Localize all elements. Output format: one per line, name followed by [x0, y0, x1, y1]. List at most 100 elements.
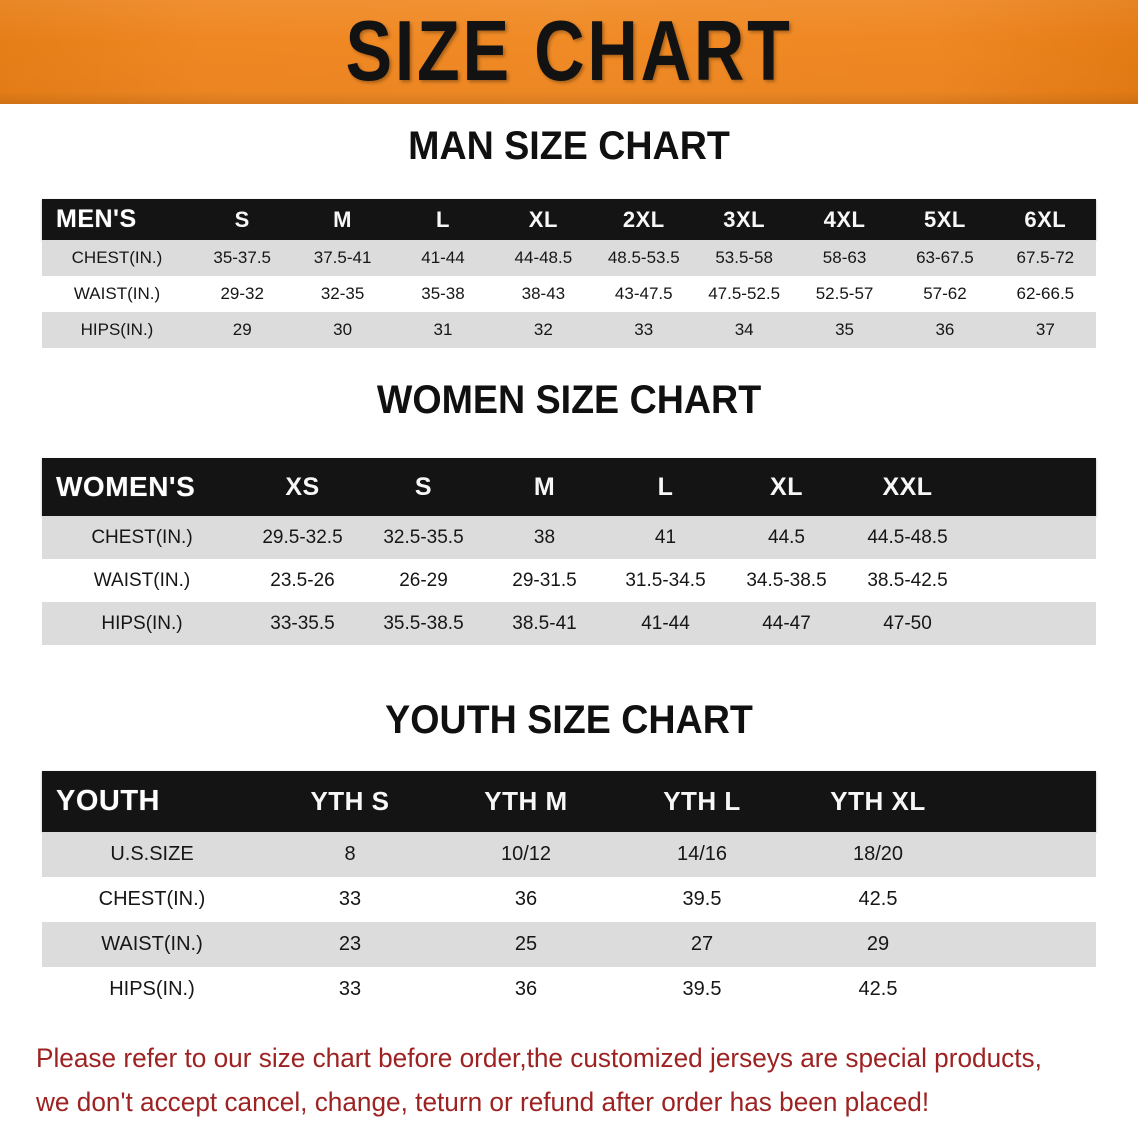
table-row: CHEST(IN.) 33 36 39.5 42.5: [42, 877, 1096, 922]
cell-chest-l: 41: [654, 526, 677, 548]
table-row: WAIST(IN.) 23 25 27 29: [42, 922, 1096, 967]
cell-chest-2xl: 48.5-53.5: [607, 248, 680, 267]
cell-chest-xl: 44-48.5: [514, 248, 573, 267]
cell-chest-xs: 29.5-32.5: [262, 526, 343, 548]
cell-chest-yth-m: 36: [514, 888, 538, 910]
cell-waist-6xl: 62-66.5: [1016, 284, 1075, 303]
cell-hips-2xl: 33: [634, 320, 654, 339]
page-title: SIZE CHART: [345, 3, 793, 100]
cell-chest-xl: 44.5: [768, 526, 805, 548]
cell-us-size-yth-l: 14/16: [676, 843, 728, 865]
women-size-table: WOMEN'S XS S M L XL XXL CHEST(IN.) 29.5-…: [42, 458, 1096, 645]
table-corner-label: WOMEN'S: [56, 471, 196, 502]
row-label-us-size: U.S.SIZE: [110, 843, 194, 865]
cell-waist-3xl: 47.5-52.5: [708, 284, 781, 303]
row-label-hips: HIPS(IN.): [109, 978, 195, 1000]
cell-chest-5xl: 63-67.5: [916, 248, 974, 267]
cell-waist-4xl: 52.5-57: [815, 284, 874, 303]
page-banner: SIZE CHART: [0, 0, 1138, 104]
cell-hips-m: 38.5-41: [512, 612, 577, 634]
section-heading-women: WOMEN SIZE CHART: [376, 378, 762, 422]
table-header-row: MEN'S S M L XL 2XL 3XL 4XL 5XL 6XL: [42, 199, 1096, 240]
section-heading-youth: YOUTH SIZE CHART: [385, 698, 753, 742]
cell-hips-5xl: 36: [935, 320, 955, 339]
table-header-row: YOUTH YTH S YTH M YTH L YTH XL: [42, 771, 1096, 832]
cell-waist-m: 32-35: [320, 284, 365, 303]
row-label-hips: HIPS(IN.): [80, 320, 154, 339]
row-label-waist: WAIST(IN.): [73, 284, 161, 303]
cell-hips-l: 31: [433, 320, 453, 339]
men-size-table: MEN'S S M L XL 2XL 3XL 4XL 5XL 6XL CHEST…: [42, 199, 1096, 348]
cell-waist-yth-m: 25: [514, 933, 538, 955]
cell-waist-s: 26-29: [399, 569, 448, 591]
column-header-3xl: 3XL: [723, 206, 766, 232]
cell-us-size-yth-m: 10/12: [500, 843, 552, 865]
cell-chest-4xl: 58-63: [822, 248, 867, 267]
disclaimer-line-2: we don't accept cancel, change, teturn o…: [36, 1087, 930, 1117]
cell-hips-yth-m: 36: [514, 978, 538, 1000]
cell-waist-xxl: 38.5-42.5: [867, 569, 948, 591]
cell-us-size-yth-xl: 18/20: [852, 843, 904, 865]
row-label-chest: CHEST(IN.): [91, 526, 193, 548]
column-header-5xl: 5XL: [924, 206, 966, 232]
table-row: CHEST(IN.) 35-37.5 37.5-41 41-44 44-48.5…: [42, 240, 1096, 276]
column-header-4xl: 4XL: [823, 206, 866, 232]
cell-waist-2xl: 43-47.5: [614, 284, 673, 303]
cell-hips-yth-xl: 42.5: [858, 978, 898, 1000]
cell-waist-l: 31.5-34.5: [625, 569, 706, 591]
cell-hips-yth-l: 39.5: [682, 978, 722, 1000]
cell-waist-m: 29-31.5: [512, 569, 577, 591]
cell-chest-yth-l: 39.5: [682, 888, 722, 910]
table-row: WAIST(IN.) 23.5-26 26-29 29-31.5 31.5-34…: [42, 559, 1096, 602]
column-header-xs: XS: [285, 472, 320, 501]
cell-waist-yth-xl: 29: [866, 933, 890, 955]
column-header-yth-m: YTH M: [484, 786, 568, 816]
table-row: U.S.SIZE 8 10/12 14/16 18/20: [42, 832, 1096, 877]
cell-waist-xl: 34.5-38.5: [746, 569, 827, 591]
table-header-row: WOMEN'S XS S M L XL XXL: [42, 458, 1096, 516]
disclaimer-line-1: Please refer to our size chart before or…: [36, 1043, 1042, 1073]
cell-chest-m: 38: [533, 526, 556, 548]
cell-hips-xxl: 47-50: [883, 612, 932, 634]
column-header-yth-l: YTH L: [663, 786, 741, 816]
cell-waist-yth-l: 27: [690, 933, 714, 955]
cell-chest-yth-xl: 42.5: [858, 888, 898, 910]
cell-waist-s: 29-32: [220, 284, 264, 303]
table-row: WAIST(IN.) 29-32 32-35 35-38 38-43 43-47…: [42, 276, 1096, 312]
cell-chest-l: 41-44: [421, 248, 465, 267]
cell-chest-6xl: 67.5-72: [1016, 248, 1075, 267]
column-header-m: M: [533, 472, 556, 501]
cell-hips-xs: 33-35.5: [270, 612, 335, 634]
cell-hips-s: 29: [232, 320, 252, 339]
column-header-l: L: [657, 472, 674, 501]
row-label-chest: CHEST(IN.): [98, 888, 206, 910]
cell-waist-l: 35-38: [421, 284, 465, 303]
column-header-xxl: XXL: [882, 472, 933, 501]
cell-hips-xl: 32: [533, 320, 553, 339]
cell-chest-yth-s: 33: [338, 888, 362, 910]
cell-waist-xs: 23.5-26: [270, 569, 335, 591]
cell-hips-4xl: 35: [835, 320, 854, 339]
cell-hips-3xl: 34: [734, 320, 754, 339]
table-row: CHEST(IN.) 29.5-32.5 32.5-35.5 38 41 44.…: [42, 516, 1096, 559]
cell-hips-xl: 44-47: [762, 612, 811, 634]
cell-waist-xl: 38-43: [521, 284, 566, 303]
column-header-xl: XL: [770, 472, 803, 501]
cell-chest-s: 32.5-35.5: [383, 526, 464, 548]
cell-hips-s: 35.5-38.5: [383, 612, 464, 634]
youth-size-table: YOUTH YTH S YTH M YTH L YTH XL U.S.SIZE …: [42, 771, 1096, 1012]
column-header-6xl: 6XL: [1024, 206, 1067, 232]
column-header-l: L: [436, 206, 450, 232]
cell-hips-6xl: 37: [1035, 320, 1055, 339]
cell-chest-3xl: 53.5-58: [715, 248, 773, 267]
column-header-xl: XL: [528, 206, 558, 232]
cell-hips-l: 41-44: [641, 612, 690, 634]
column-header-yth-s: YTH S: [310, 786, 390, 816]
cell-us-size-yth-s: 8: [344, 843, 356, 865]
cell-chest-s: 35-37.5: [213, 248, 272, 267]
cell-waist-5xl: 57-62: [923, 284, 967, 303]
cell-hips-yth-s: 33: [338, 978, 362, 1000]
cell-chest-xxl: 44.5-48.5: [867, 526, 948, 548]
column-header-yth-xl: YTH XL: [830, 786, 926, 816]
